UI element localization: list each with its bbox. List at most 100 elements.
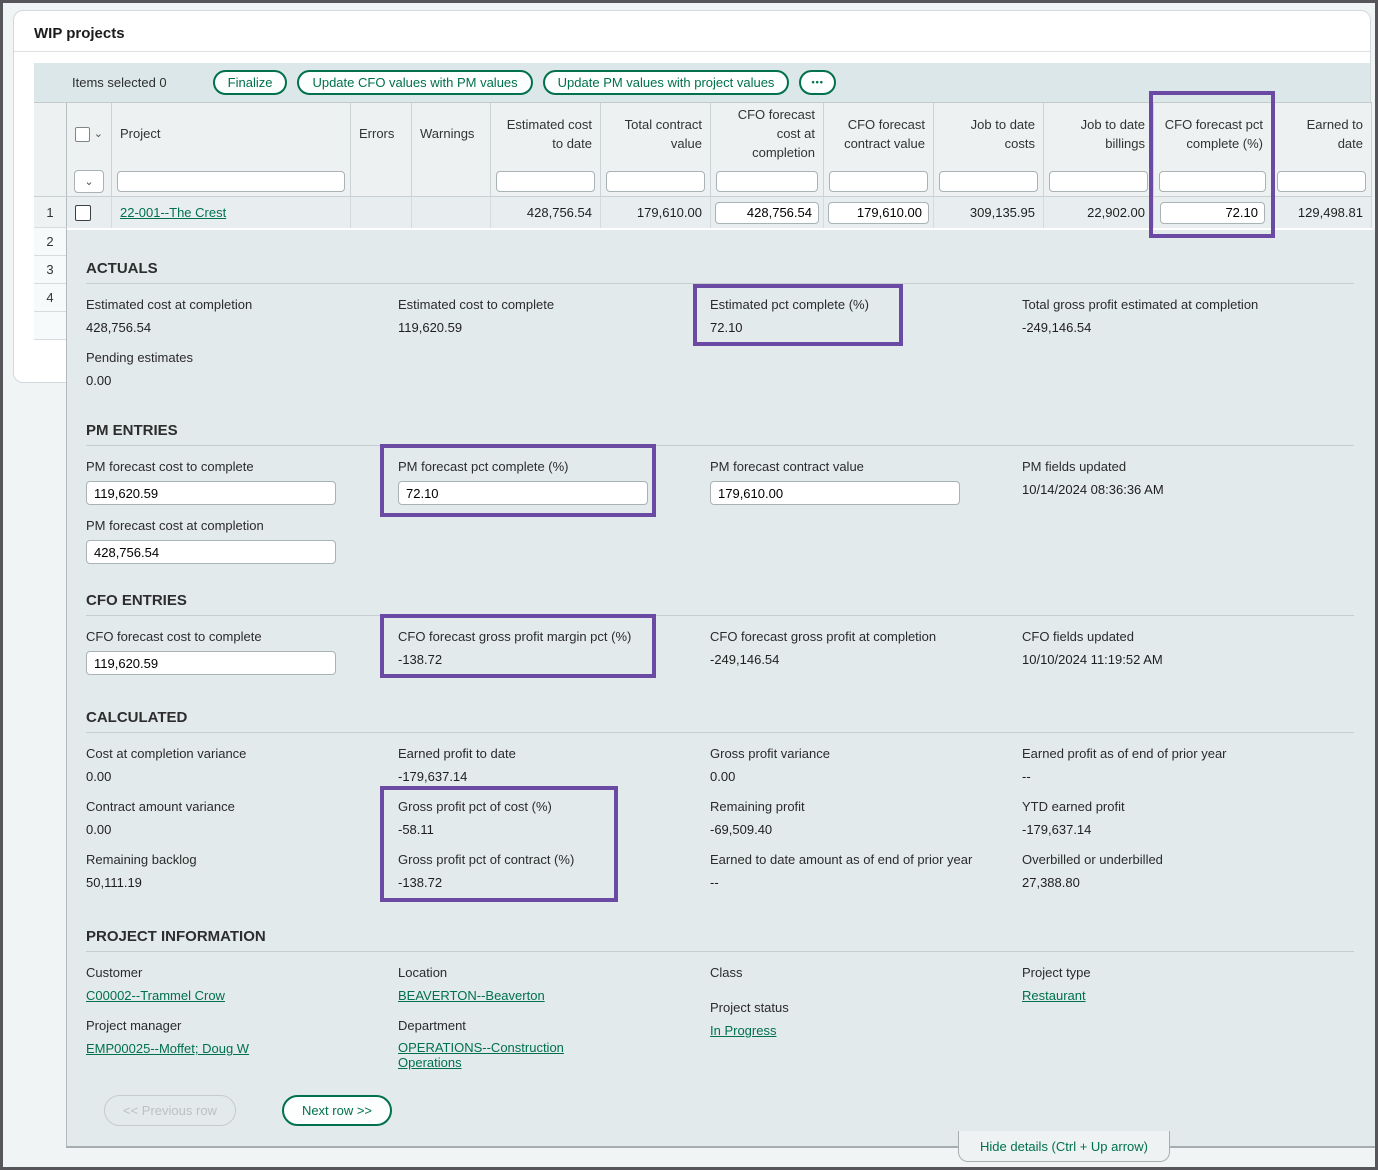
col-header-project[interactable]: Project: [112, 103, 351, 166]
project-cell: 22-001--The Crest: [112, 197, 351, 228]
project-link[interactable]: 22-001--The Crest: [120, 205, 227, 220]
field-est-cost-at-completion: Estimated cost at completion 428,756.54: [86, 296, 398, 337]
field-value: 0.00: [86, 373, 112, 388]
filter-warnings-cell: [412, 166, 491, 196]
earned-filter-input[interactable]: [1277, 170, 1366, 192]
select-all-checkbox[interactable]: [75, 127, 90, 142]
field-label: Class: [710, 965, 743, 980]
field-cost-at-completion-variance: Cost at completion variance 0.00: [86, 745, 398, 786]
row-number: 3: [34, 256, 67, 284]
cfo-cost-at-completion-input[interactable]: [715, 201, 819, 224]
field-label: Estimated cost at completion: [86, 297, 253, 312]
col-header-warnings[interactable]: Warnings: [412, 103, 491, 166]
project-manager-link[interactable]: EMP00025--Moffet; Doug W: [86, 1041, 250, 1056]
field-label: Remaining backlog: [86, 852, 197, 867]
project-status-link[interactable]: In Progress: [710, 1023, 777, 1038]
field-cfo-fields-updated: CFO fields updated 10/10/2024 11:19:52 A…: [1022, 628, 1358, 669]
section-divider: [86, 283, 1354, 284]
col-header-earned-to-date[interactable]: Earned to date: [1272, 103, 1372, 166]
section-divider: [86, 951, 1354, 952]
field-overbilled-underbilled: Overbilled or underbilled 27,388.80: [1022, 851, 1358, 892]
col-header-cfo-contract-value[interactable]: CFO forecast contract value: [824, 103, 934, 166]
pm-pct-complete-input[interactable]: [398, 481, 648, 505]
field-gross-profit-pct-of-cost: Gross profit pct of cost (%) -58.11: [398, 798, 710, 839]
chevron-down-icon[interactable]: ⌄: [93, 128, 103, 140]
filter-earned-cell: [1272, 166, 1372, 196]
cfo-contract-value-cell: [824, 197, 934, 228]
col-header-cfo-cost-at-completion[interactable]: CFO forecast cost at completion: [711, 103, 824, 166]
field-label: Overbilled or underbilled: [1022, 852, 1163, 867]
earned-to-date-cell: 129,498.81: [1272, 197, 1372, 228]
field-gross-profit-variance: Gross profit variance 0.00: [710, 745, 1022, 786]
project-filter-input[interactable]: [117, 170, 345, 192]
field-value: 119,620.59: [398, 320, 463, 335]
cfo-pct-complete-input[interactable]: [1160, 201, 1265, 224]
col-header-cfo-pct-complete[interactable]: CFO forecast pct complete (%): [1154, 103, 1272, 166]
select-all-cell: ⌄: [67, 103, 112, 166]
field-value: -58.11: [398, 822, 434, 837]
cfo-contract-filter-input[interactable]: [829, 170, 928, 192]
actuals-grid: Estimated cost at completion 428,756.54 …: [67, 284, 1358, 402]
grid-header-row: ⌄ Project Errors Warnings Estimated cost…: [34, 102, 1372, 166]
field-value: 0.00: [86, 769, 112, 784]
field-est-cost-to-complete: Estimated cost to complete 119,620.59: [398, 296, 710, 337]
jtd-costs-filter-input[interactable]: [939, 170, 1038, 192]
field-value: -179,637.14: [1022, 822, 1092, 837]
field-project-status: Project status In Progress: [710, 999, 1022, 1040]
finalize-button[interactable]: Finalize: [212, 70, 288, 95]
section-title-project-information: PROJECT INFORMATION: [86, 928, 266, 945]
field-cfo-cost-to-complete: CFO forecast cost to complete: [86, 628, 398, 675]
field-value: 0.00: [86, 822, 112, 837]
pm-contract-value-input[interactable]: [710, 481, 960, 505]
ellipsis-icon: •••: [811, 77, 824, 87]
hide-details-label: Hide details (Ctrl + Up arrow): [980, 1138, 1148, 1154]
more-actions-button[interactable]: •••: [799, 70, 836, 95]
cfo-pct-complete-cell: [1154, 197, 1272, 228]
warnings-cell: [412, 197, 491, 228]
select-menu-button[interactable]: ⌄: [74, 169, 104, 193]
filter-project-cell: [112, 166, 351, 196]
row-number-header: [34, 103, 67, 166]
field-label: Customer: [86, 965, 143, 980]
col-header-errors[interactable]: Errors: [351, 103, 412, 166]
items-selected-label: Items selected 0: [72, 75, 167, 90]
project-type-link[interactable]: Restaurant: [1022, 988, 1086, 1003]
col-header-jtd-costs[interactable]: Job to date costs: [934, 103, 1044, 166]
est-cost-filter-input[interactable]: [496, 170, 595, 192]
update-pm-values-button[interactable]: Update PM values with project values: [542, 70, 790, 95]
field-label: CFO forecast gross profit margin pct (%): [398, 629, 632, 644]
field-remaining-backlog: Remaining backlog 50,111.19: [86, 851, 398, 892]
field-total-gross-profit: Total gross profit estimated at completi…: [1022, 296, 1358, 337]
total-contract-filter-input[interactable]: [606, 170, 705, 192]
row-checkbox[interactable]: [75, 204, 91, 221]
cfo-cost-filter-input[interactable]: [716, 170, 818, 192]
jtd-costs-cell: 309,135.95: [934, 197, 1044, 228]
field-class: Class: [710, 964, 1022, 987]
cfo-cost-to-complete-input[interactable]: [86, 651, 336, 675]
cfo-contract-value-input[interactable]: [828, 201, 929, 224]
cfo-pct-filter-input[interactable]: [1159, 170, 1266, 192]
pm-cost-at-completion-input[interactable]: [86, 540, 336, 564]
field-value: 10/10/2024 11:19:52 AM: [1022, 652, 1163, 667]
field-value: --: [710, 875, 719, 890]
total-contract-value-cell: 179,610.00: [601, 197, 711, 228]
chevron-down-icon: ⌄: [84, 175, 94, 188]
department-link[interactable]: OPERATIONS--Construction Operations: [398, 1040, 564, 1070]
jtd-billings-filter-input[interactable]: [1049, 170, 1148, 192]
row-number: 1: [34, 197, 67, 228]
table-row: 1 22-001--The Crest 428,756.54 179,610.0…: [34, 196, 1372, 228]
location-link[interactable]: BEAVERTON--Beaverton: [398, 988, 545, 1003]
pm-cost-to-complete-input[interactable]: [86, 481, 336, 505]
customer-link[interactable]: C00002--Trammel Crow: [86, 988, 225, 1003]
field-value: -249,146.54: [710, 652, 780, 667]
field-cfo-gross-profit-at-completion: CFO forecast gross profit at completion …: [710, 628, 1022, 669]
jtd-billings-cell: 22,902.00: [1044, 197, 1154, 228]
col-header-total-contract-value[interactable]: Total contract value: [601, 103, 711, 166]
next-row-button[interactable]: Next row >>: [281, 1095, 393, 1126]
col-header-est-cost-to-date[interactable]: Estimated cost to date: [491, 103, 601, 166]
cfo-cost-at-completion-cell: [711, 197, 824, 228]
hide-details-tab[interactable]: Hide details (Ctrl + Up arrow): [958, 1131, 1170, 1162]
col-header-jtd-billings[interactable]: Job to date billings: [1044, 103, 1154, 166]
update-cfo-values-button[interactable]: Update CFO values with PM values: [297, 70, 533, 95]
field-label: Location: [398, 965, 448, 980]
